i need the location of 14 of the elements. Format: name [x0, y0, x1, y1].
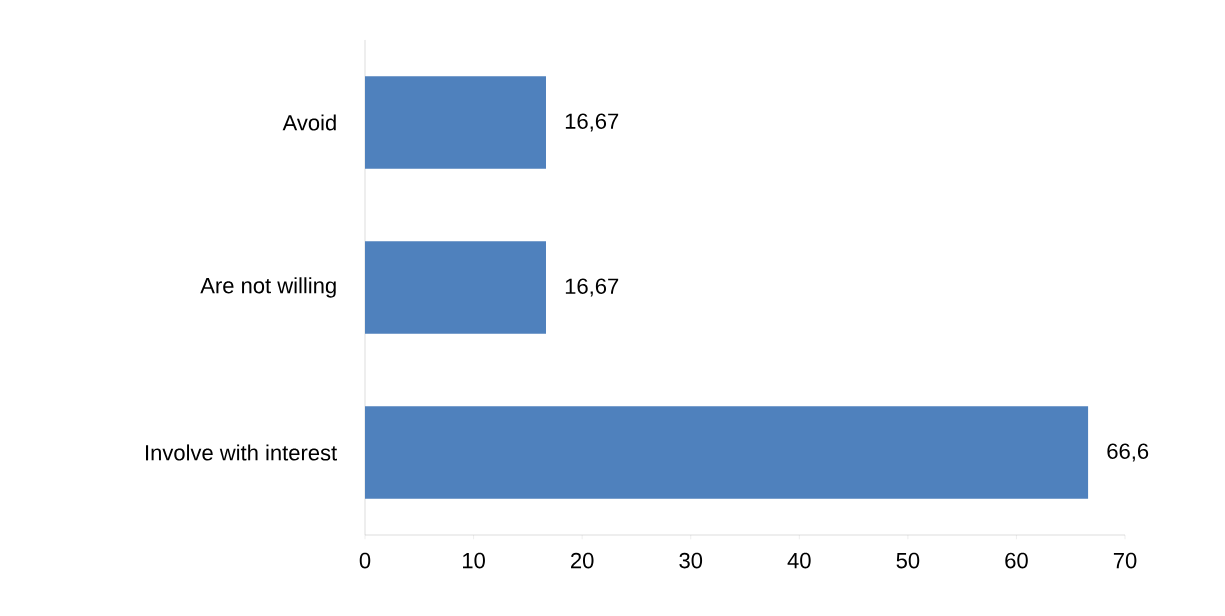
y-tick-label: Are not willing	[200, 277, 336, 298]
y-tick-label: Avoid	[282, 114, 336, 131]
data-label: 66,6	[1107, 443, 1149, 462]
x-tick-label: 60	[1005, 552, 1028, 569]
x-tick-label: 0	[359, 552, 371, 569]
x-tick-label: 20	[571, 552, 594, 569]
x-tick-label: 50	[896, 552, 920, 569]
data-label: 16,67	[565, 278, 619, 297]
x-tick-label: 30	[679, 552, 703, 569]
y-tick-label: Involve with interest	[146, 444, 338, 461]
x-tick-label: 10	[463, 552, 485, 569]
x-tick-label: 70	[1113, 552, 1137, 569]
data-label: 16,67	[565, 113, 619, 132]
x-tick-label: 40	[787, 552, 811, 569]
